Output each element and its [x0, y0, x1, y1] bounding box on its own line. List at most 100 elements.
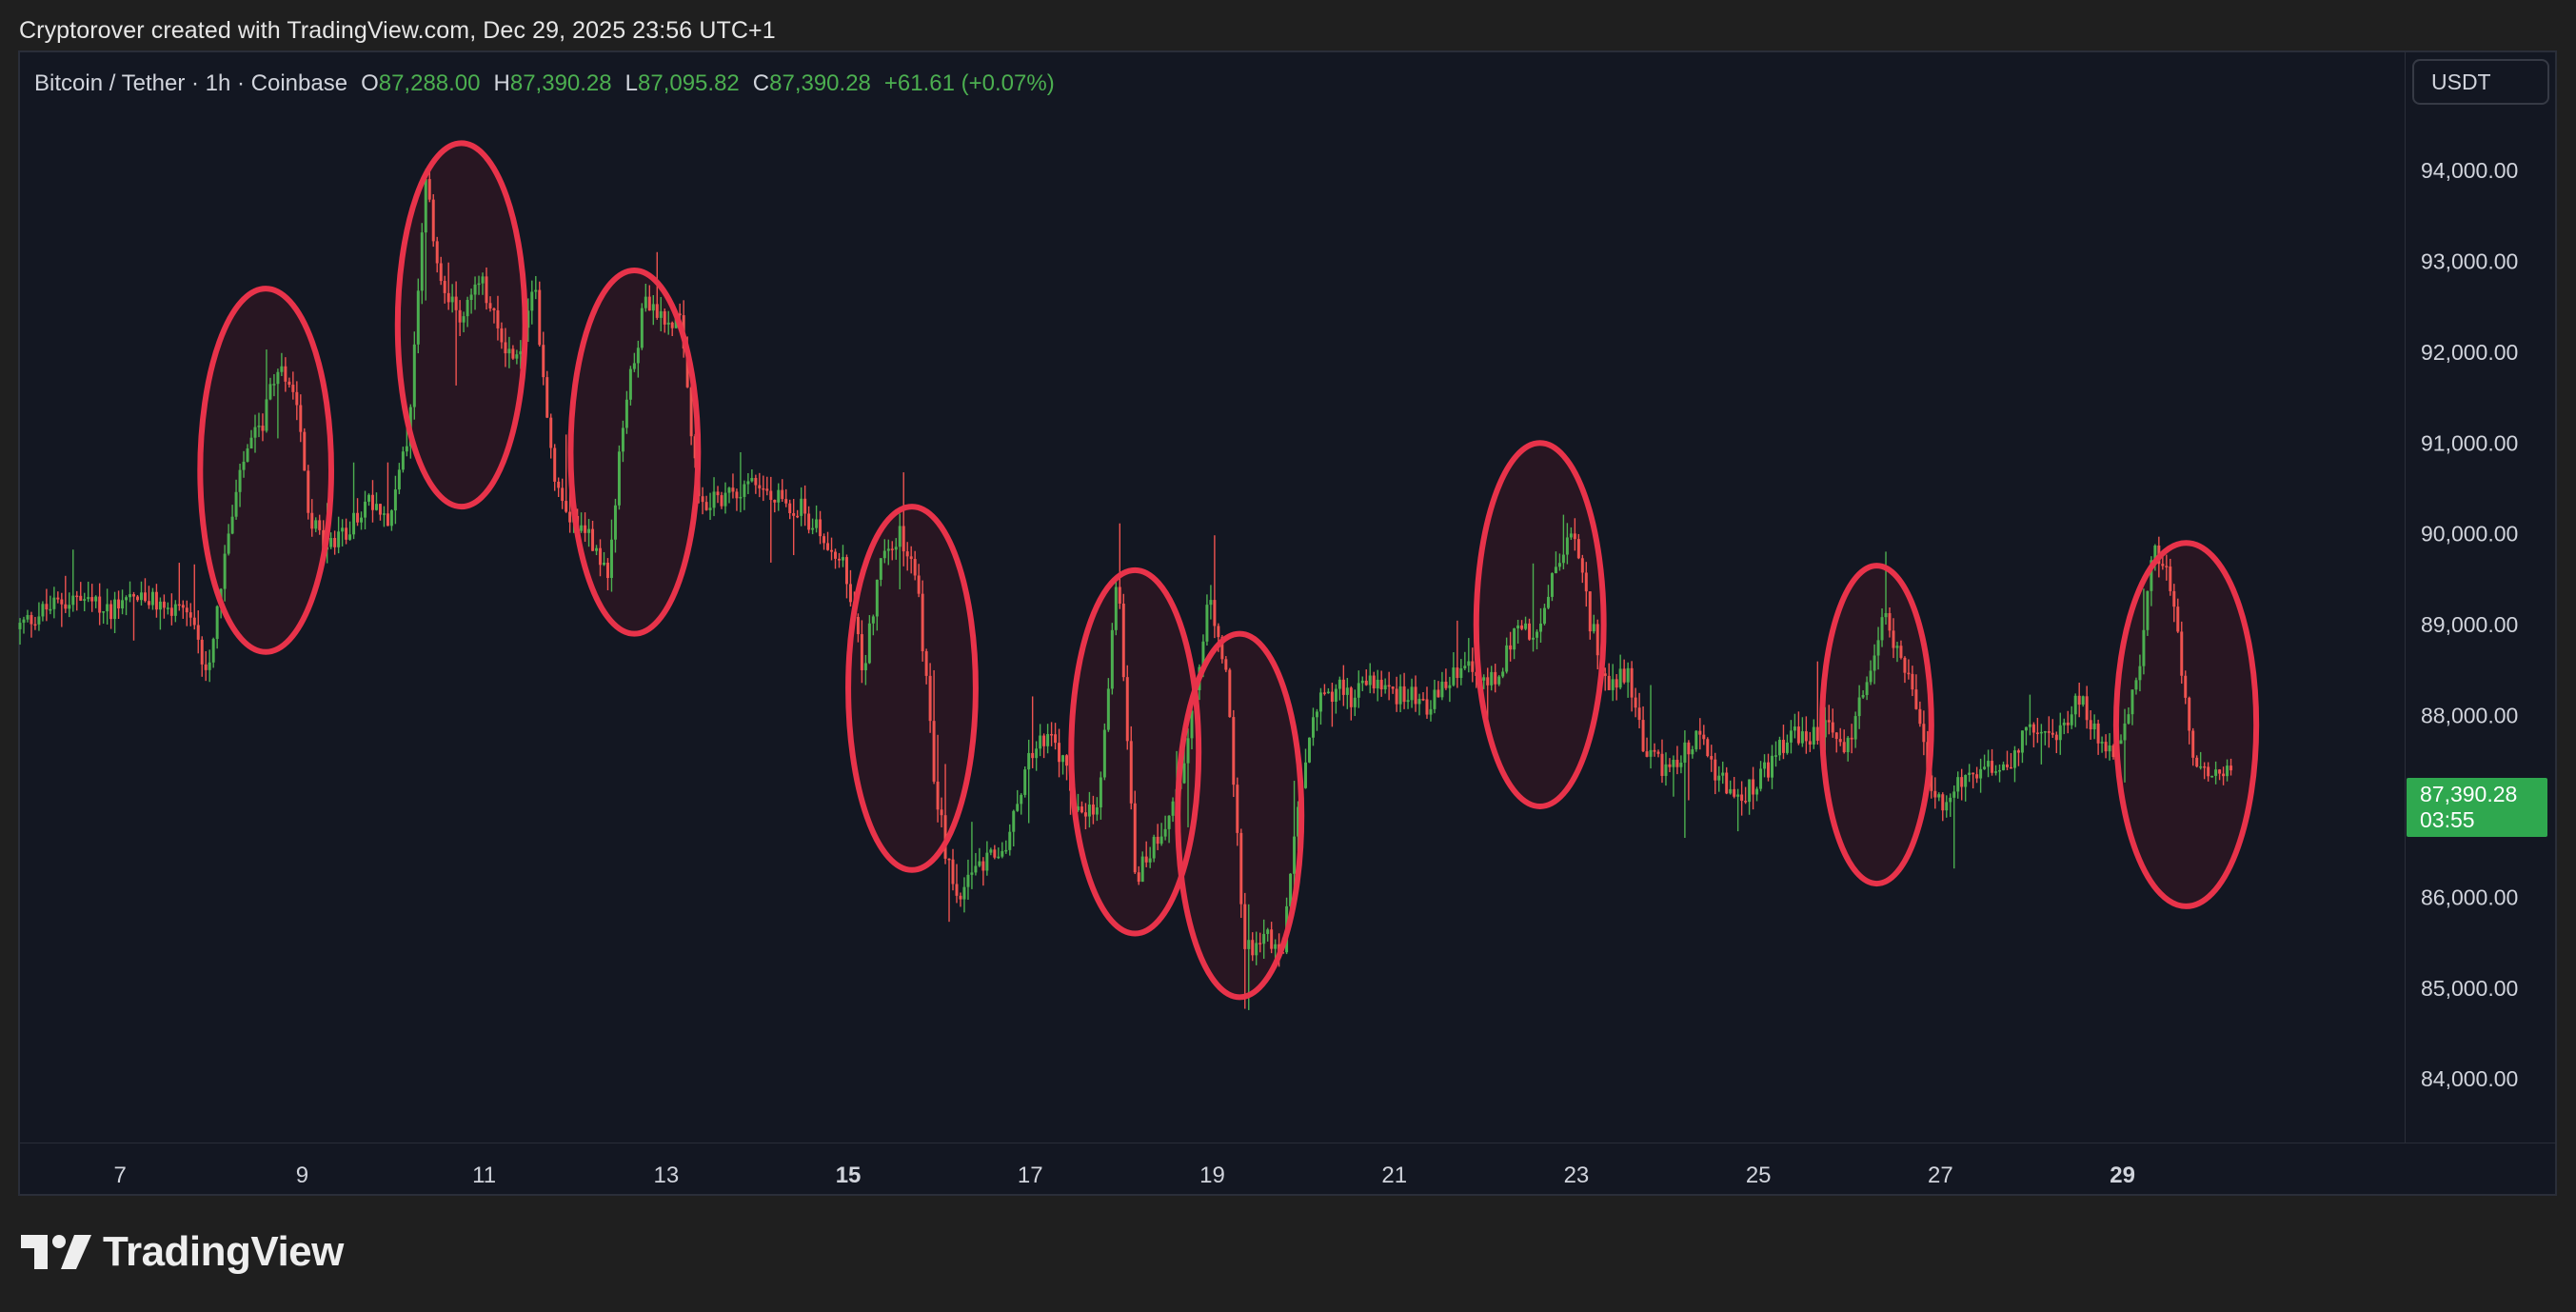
candle-body — [1471, 661, 1475, 672]
candle-body — [329, 538, 333, 547]
candle-body — [2054, 734, 2058, 741]
candle-body — [716, 491, 720, 496]
candle-body — [2195, 757, 2199, 767]
candle-body — [1767, 762, 1771, 778]
candle-body — [200, 639, 204, 665]
candle-body — [1258, 943, 1262, 944]
candle-body — [102, 611, 106, 613]
candle-body — [1865, 682, 1869, 695]
candle-body — [1706, 739, 1710, 757]
candle-body — [769, 490, 773, 501]
candle-body — [208, 662, 211, 670]
candle-body — [272, 384, 276, 386]
candle-body — [1546, 596, 1550, 608]
candle-body — [905, 551, 909, 557]
candle-body — [79, 595, 83, 601]
candle-body — [234, 491, 238, 517]
candle-body — [1322, 692, 1326, 694]
candle-body — [1850, 737, 1853, 740]
candle-body — [299, 405, 303, 432]
candle-body — [1501, 671, 1505, 677]
candle-body — [1777, 740, 1781, 756]
candle-body — [2229, 765, 2233, 771]
candle-body — [1186, 738, 1190, 764]
candle-body — [1611, 679, 1615, 690]
candle-body — [545, 377, 549, 418]
candle-body — [613, 505, 617, 540]
price-chart[interactable]: 95,000.0094,000.0093,000.0092,000.0091,0… — [18, 50, 2557, 1196]
candle-body — [173, 604, 177, 616]
candle-body — [367, 494, 371, 502]
candle-body — [1129, 741, 1133, 804]
candle-body — [284, 366, 287, 382]
currency-button[interactable]: USDT — [2412, 59, 2549, 105]
candle-body — [1349, 687, 1353, 707]
candle-body — [1561, 554, 1565, 564]
candle-body — [310, 512, 314, 529]
candle-body — [704, 502, 708, 510]
candle-body — [2058, 725, 2062, 741]
candle-body — [1456, 667, 1459, 679]
candle-body — [1956, 777, 1960, 792]
candle-body — [60, 599, 64, 605]
candle-body — [515, 354, 519, 359]
candle-body — [466, 299, 469, 317]
candle-body — [1016, 804, 1020, 811]
candle-body — [1406, 700, 1410, 703]
candle-body — [374, 504, 378, 510]
candle-body — [1031, 752, 1035, 759]
candle-body — [1983, 766, 1987, 769]
candle-body — [185, 607, 188, 613]
time-tick-label: 15 — [836, 1163, 862, 1188]
candle-body — [1513, 628, 1516, 650]
candle-body — [386, 513, 389, 527]
candle-body — [1083, 812, 1087, 817]
candle-body — [591, 528, 595, 551]
candle-body — [917, 575, 921, 594]
candle-body — [2191, 730, 2195, 758]
candle-body — [166, 607, 169, 609]
candle-body — [1058, 743, 1061, 763]
candle-body — [1505, 645, 1509, 672]
candle-body — [1542, 607, 1546, 624]
candle-body — [1888, 612, 1892, 631]
candle-body — [1205, 605, 1209, 642]
candle-body — [1698, 730, 1702, 735]
symbol-label[interactable]: Bitcoin / Tether · 1h · Coinbase — [34, 70, 348, 96]
tradingview-logo[interactable]: TradingView — [21, 1228, 344, 1276]
candle-body — [1050, 734, 1054, 736]
last-price-value: 87,390.28 — [2420, 782, 2518, 806]
candle-body — [1960, 777, 1964, 787]
candle-body — [2012, 750, 2016, 768]
candle-body — [462, 316, 466, 323]
candle-body — [2214, 769, 2218, 776]
candle-body — [1516, 625, 1520, 629]
candle-body — [1345, 687, 1349, 695]
candle-body — [1773, 755, 1777, 757]
candle-body — [1781, 740, 1785, 753]
candle-body — [1171, 801, 1175, 816]
candle-body — [150, 591, 154, 606]
last-price-badge: 87,390.28 03:55 — [2407, 778, 2547, 837]
candle-body — [117, 599, 121, 609]
candle-body — [1748, 779, 1752, 803]
candle-body — [727, 487, 731, 493]
candle-body — [2100, 742, 2104, 744]
candle-body — [708, 507, 712, 510]
candle-body — [1536, 631, 1539, 638]
candle-body — [1421, 699, 1425, 701]
candle-body — [94, 596, 98, 602]
candle-body — [435, 241, 439, 264]
candle-body — [663, 310, 666, 325]
candle-body — [788, 503, 792, 514]
candle-body — [242, 461, 246, 470]
candle-body — [280, 366, 284, 372]
candle-body — [666, 322, 670, 325]
candle-body — [412, 344, 416, 408]
open-value: 87,288.00 — [378, 70, 481, 96]
candle-body — [647, 296, 651, 311]
candle-body — [951, 859, 955, 885]
highlight-ellipse — [1819, 563, 1934, 887]
candle-body — [1167, 815, 1171, 829]
candle-body — [580, 525, 584, 531]
